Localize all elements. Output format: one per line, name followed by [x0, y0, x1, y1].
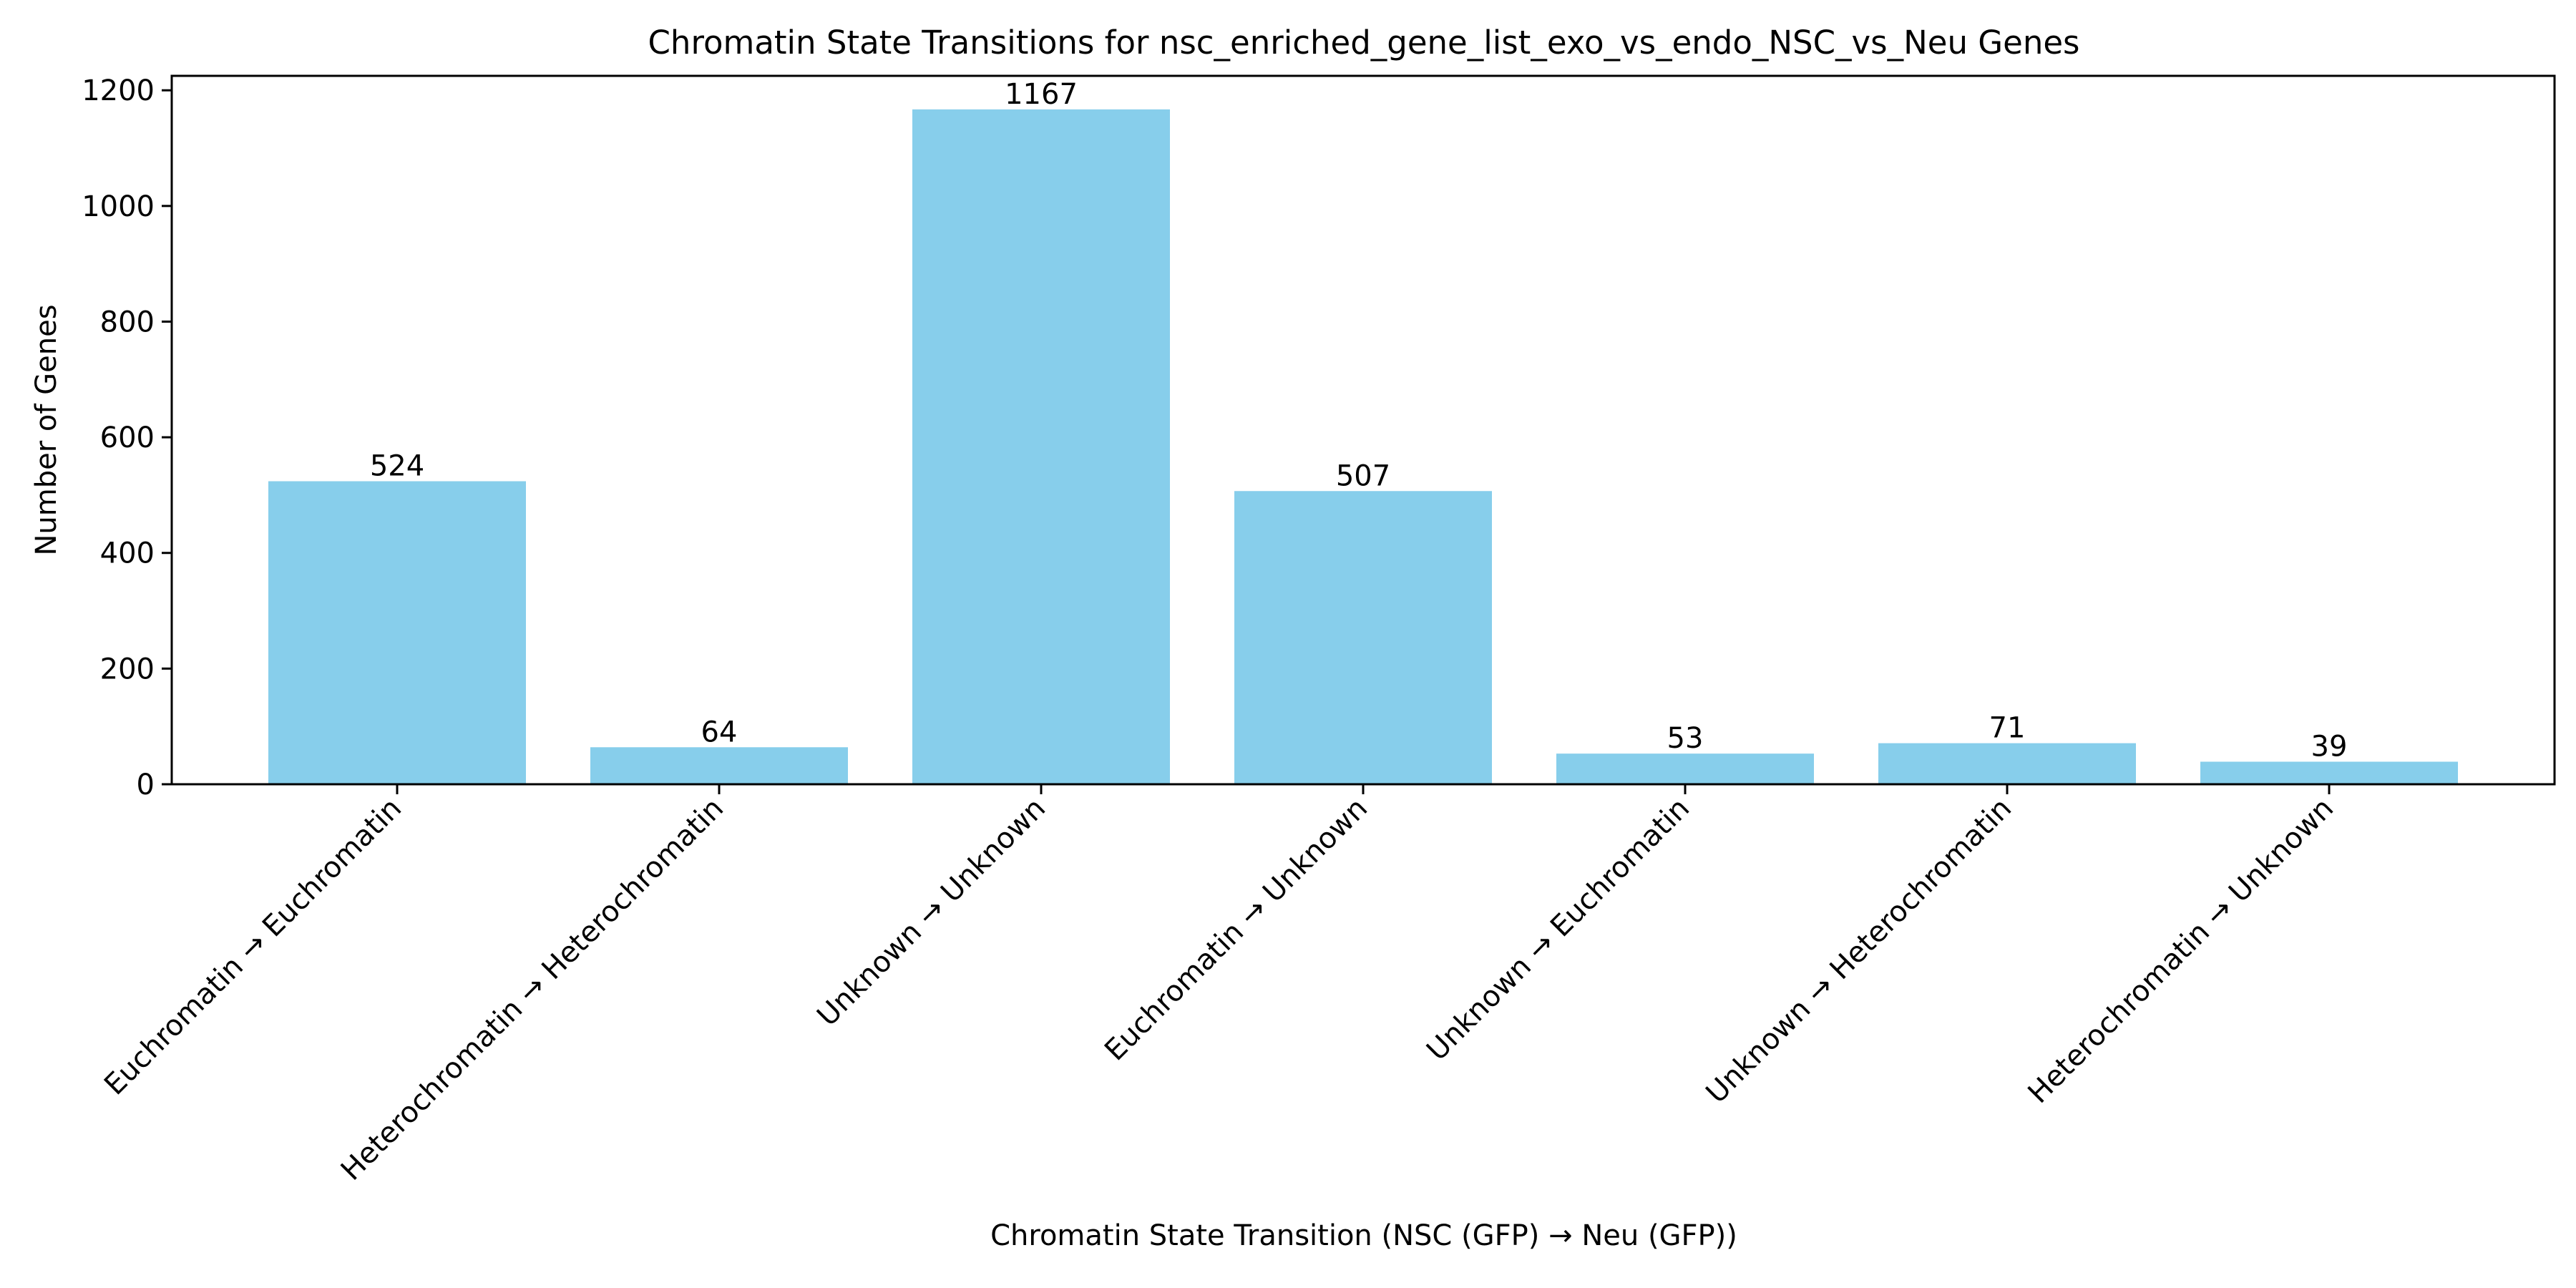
y-tick-label: 600 — [100, 421, 155, 454]
x-tick-label: Unknown → Euchromatin — [1420, 792, 1696, 1068]
y-tick-label: 0 — [137, 769, 155, 801]
chart-title: Chromatin State Transitions for nsc_enri… — [648, 24, 2080, 62]
y-tick-label: 1000 — [82, 190, 155, 223]
bar-value-label: 524 — [370, 450, 424, 483]
bar — [1234, 491, 1492, 784]
x-tick-label: Euchromatin → Euchromatin — [98, 792, 408, 1102]
x-tick-label: Heterochromatin → Unknown — [2022, 792, 2341, 1111]
bar-value-label: 64 — [701, 716, 738, 748]
bar-value-label: 39 — [2311, 730, 2348, 763]
y-tick-label: 1200 — [82, 74, 155, 107]
bar-value-label: 1167 — [1005, 78, 1078, 111]
x-axis: Euchromatin → EuchromatinHeterochromatin… — [98, 784, 2340, 1187]
bar-value-label: 53 — [1667, 722, 1704, 755]
plot-frame — [170, 74, 2556, 786]
bars-group — [268, 109, 2458, 784]
bar — [2200, 761, 2458, 784]
y-axis-label: Number of Genes — [30, 304, 63, 555]
y-tick-label: 400 — [100, 537, 155, 570]
bar — [590, 747, 848, 784]
bar — [1878, 743, 2136, 784]
x-tick-label: Heterochromatin → Heterochromatin — [335, 792, 730, 1187]
bar-value-label: 507 — [1336, 459, 1390, 492]
bar — [268, 481, 526, 784]
y-axis: 0 200 400 600 800 1000 1200 — [82, 74, 172, 801]
x-tick-label: Unknown → Unknown — [811, 792, 1052, 1033]
y-tick-label: 200 — [100, 653, 155, 686]
y-tick-label: 800 — [100, 306, 155, 338]
x-tick-label: Euchromatin → Unknown — [1098, 792, 1374, 1068]
x-axis-label: Chromatin State Transition (NSC (GFP) → … — [990, 1219, 1737, 1252]
value-labels-group: 524 64 1167 507 53 71 39 — [370, 78, 2348, 763]
x-tick-label: Unknown → Heterochromatin — [1700, 792, 2019, 1111]
bar — [912, 109, 1170, 784]
bar — [1556, 753, 1814, 784]
bar-value-label: 71 — [1989, 712, 2026, 745]
